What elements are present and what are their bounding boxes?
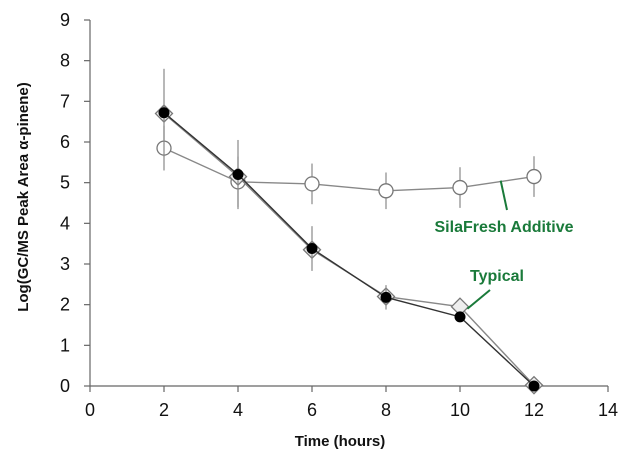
data-point	[378, 183, 394, 199]
x-tick-label: 2	[159, 400, 169, 420]
y-tick-label: 3	[60, 254, 70, 274]
series-layer	[154, 68, 544, 395]
x-tick-label: 14	[598, 400, 618, 420]
y-tick-label: 1	[60, 335, 70, 355]
annotation-layer: SilaFresh Additive Typical	[435, 180, 574, 310]
annotation-label: Typical	[470, 268, 524, 285]
annotation-label: SilaFresh Additive	[435, 219, 574, 236]
series-line	[163, 112, 535, 386]
y-tick-label: 4	[60, 213, 70, 233]
x-tick-label: 12	[524, 400, 544, 420]
data-point	[304, 176, 320, 192]
x-tick-label: 6	[307, 400, 317, 420]
data-point	[306, 243, 318, 255]
series-0	[156, 125, 542, 210]
series-2	[154, 104, 544, 395]
annotation-pointer	[499, 180, 508, 211]
y-tick-label: 2	[60, 295, 70, 315]
y-tick-label: 0	[60, 376, 70, 396]
y-tick-label: 5	[60, 173, 70, 193]
series-line	[163, 147, 535, 192]
data-point	[232, 169, 244, 181]
data-point	[380, 291, 392, 303]
x-tick-label: 10	[450, 400, 470, 420]
series-line	[163, 112, 535, 387]
data-point	[526, 168, 542, 185]
data-point	[452, 179, 468, 196]
x-tick-label: 8	[381, 400, 391, 420]
x-tick-label: 0	[85, 400, 95, 420]
x-tick-label: 4	[233, 400, 243, 420]
data-point	[454, 311, 466, 323]
annotation-pointer	[466, 289, 491, 310]
y-tick-label: 7	[60, 91, 70, 111]
y-tick-label: 6	[60, 132, 70, 152]
data-point	[158, 107, 170, 119]
y-tick-label: 8	[60, 51, 70, 71]
series-1	[158, 68, 540, 392]
x-axis-title: Time (hours)	[295, 433, 386, 450]
data-point	[528, 380, 540, 392]
y-axis-title: Log(GC/MS Peak Area α-pinene)	[15, 82, 32, 312]
y-tick-label: 9	[60, 10, 70, 30]
